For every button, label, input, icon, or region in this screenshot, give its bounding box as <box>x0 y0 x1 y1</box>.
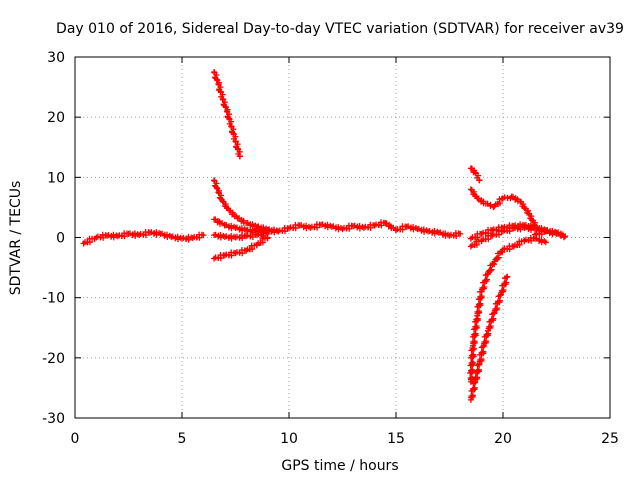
axis-ticks: 0 5 10 15 20 25 -30 -20 -10 0 10 20 30 <box>42 50 619 447</box>
data-point <box>480 348 487 355</box>
data-point <box>476 177 483 184</box>
data-point <box>264 234 271 241</box>
data-point <box>238 225 245 232</box>
data-point <box>495 254 502 261</box>
data-point <box>471 384 478 391</box>
data-point <box>483 338 490 345</box>
data-point <box>560 234 567 241</box>
y-axis-label: SDTVAR / TECUs <box>8 181 24 296</box>
data-point <box>496 297 503 304</box>
data-point <box>228 222 235 229</box>
y-tick-label: 20 <box>47 110 65 126</box>
data-point <box>468 367 474 374</box>
data-point <box>228 232 235 239</box>
data-point <box>476 308 482 315</box>
data-point <box>431 227 438 234</box>
data-point <box>542 239 549 246</box>
data-point <box>260 225 267 232</box>
data-point <box>468 374 475 381</box>
data-point <box>490 315 497 322</box>
data-point <box>303 222 310 229</box>
y-tick-label: -30 <box>42 411 65 427</box>
data-point <box>131 230 138 237</box>
data-point <box>335 224 342 230</box>
data-point <box>484 276 490 283</box>
data-point <box>442 230 449 237</box>
data-point <box>468 352 475 359</box>
data-point <box>538 236 545 243</box>
y-tick-label: 0 <box>56 231 65 247</box>
data-point <box>500 287 507 293</box>
data-point <box>249 221 256 228</box>
data-point <box>470 351 477 358</box>
data-point <box>469 392 476 399</box>
data-point <box>477 300 484 307</box>
data-point <box>236 153 243 160</box>
data-point <box>488 266 495 273</box>
x-tick-label: 10 <box>280 431 298 447</box>
data-point <box>469 359 476 366</box>
data-point <box>110 231 117 238</box>
data-point <box>562 233 569 240</box>
data-point <box>549 228 556 235</box>
data-point <box>457 230 464 237</box>
x-tick-label: 15 <box>387 431 405 447</box>
data-point <box>517 221 524 228</box>
data-point <box>494 305 501 312</box>
data-point <box>271 226 277 233</box>
data-point <box>503 279 510 286</box>
data-point <box>164 231 170 238</box>
data-point <box>324 221 331 228</box>
x-axis-label: GPS time / hours <box>281 458 398 474</box>
data-point <box>217 232 224 238</box>
data-point <box>473 323 480 330</box>
data-point <box>200 232 207 239</box>
data-point <box>469 366 476 373</box>
y-tick-label: 10 <box>47 170 65 186</box>
data-point <box>481 284 488 290</box>
data-point <box>487 323 494 330</box>
y-tick-label: -10 <box>42 291 65 307</box>
data-point <box>527 222 534 229</box>
data-point <box>504 273 511 280</box>
data-point <box>468 360 475 366</box>
data-point <box>153 229 160 236</box>
grid-lines <box>75 57 610 418</box>
y-tick-label: 30 <box>47 50 65 66</box>
data-point <box>410 224 417 230</box>
y-tick-label: -20 <box>42 351 65 367</box>
data-point <box>478 356 485 363</box>
data-point <box>174 233 181 240</box>
data-point <box>471 338 478 345</box>
data-point <box>472 169 479 176</box>
x-tick-label: 0 <box>71 431 80 447</box>
chart-title: Day 010 of 2016, Sidereal Day-to-day VTE… <box>56 21 624 37</box>
x-tick-label: 25 <box>601 431 619 447</box>
data-point <box>472 330 479 337</box>
data-point <box>476 366 482 373</box>
x-tick-label: 20 <box>494 431 512 447</box>
data-point <box>420 226 427 233</box>
data-points <box>80 69 569 403</box>
data-point <box>474 374 481 381</box>
x-tick-label: 5 <box>178 431 187 447</box>
data-point <box>356 223 363 229</box>
